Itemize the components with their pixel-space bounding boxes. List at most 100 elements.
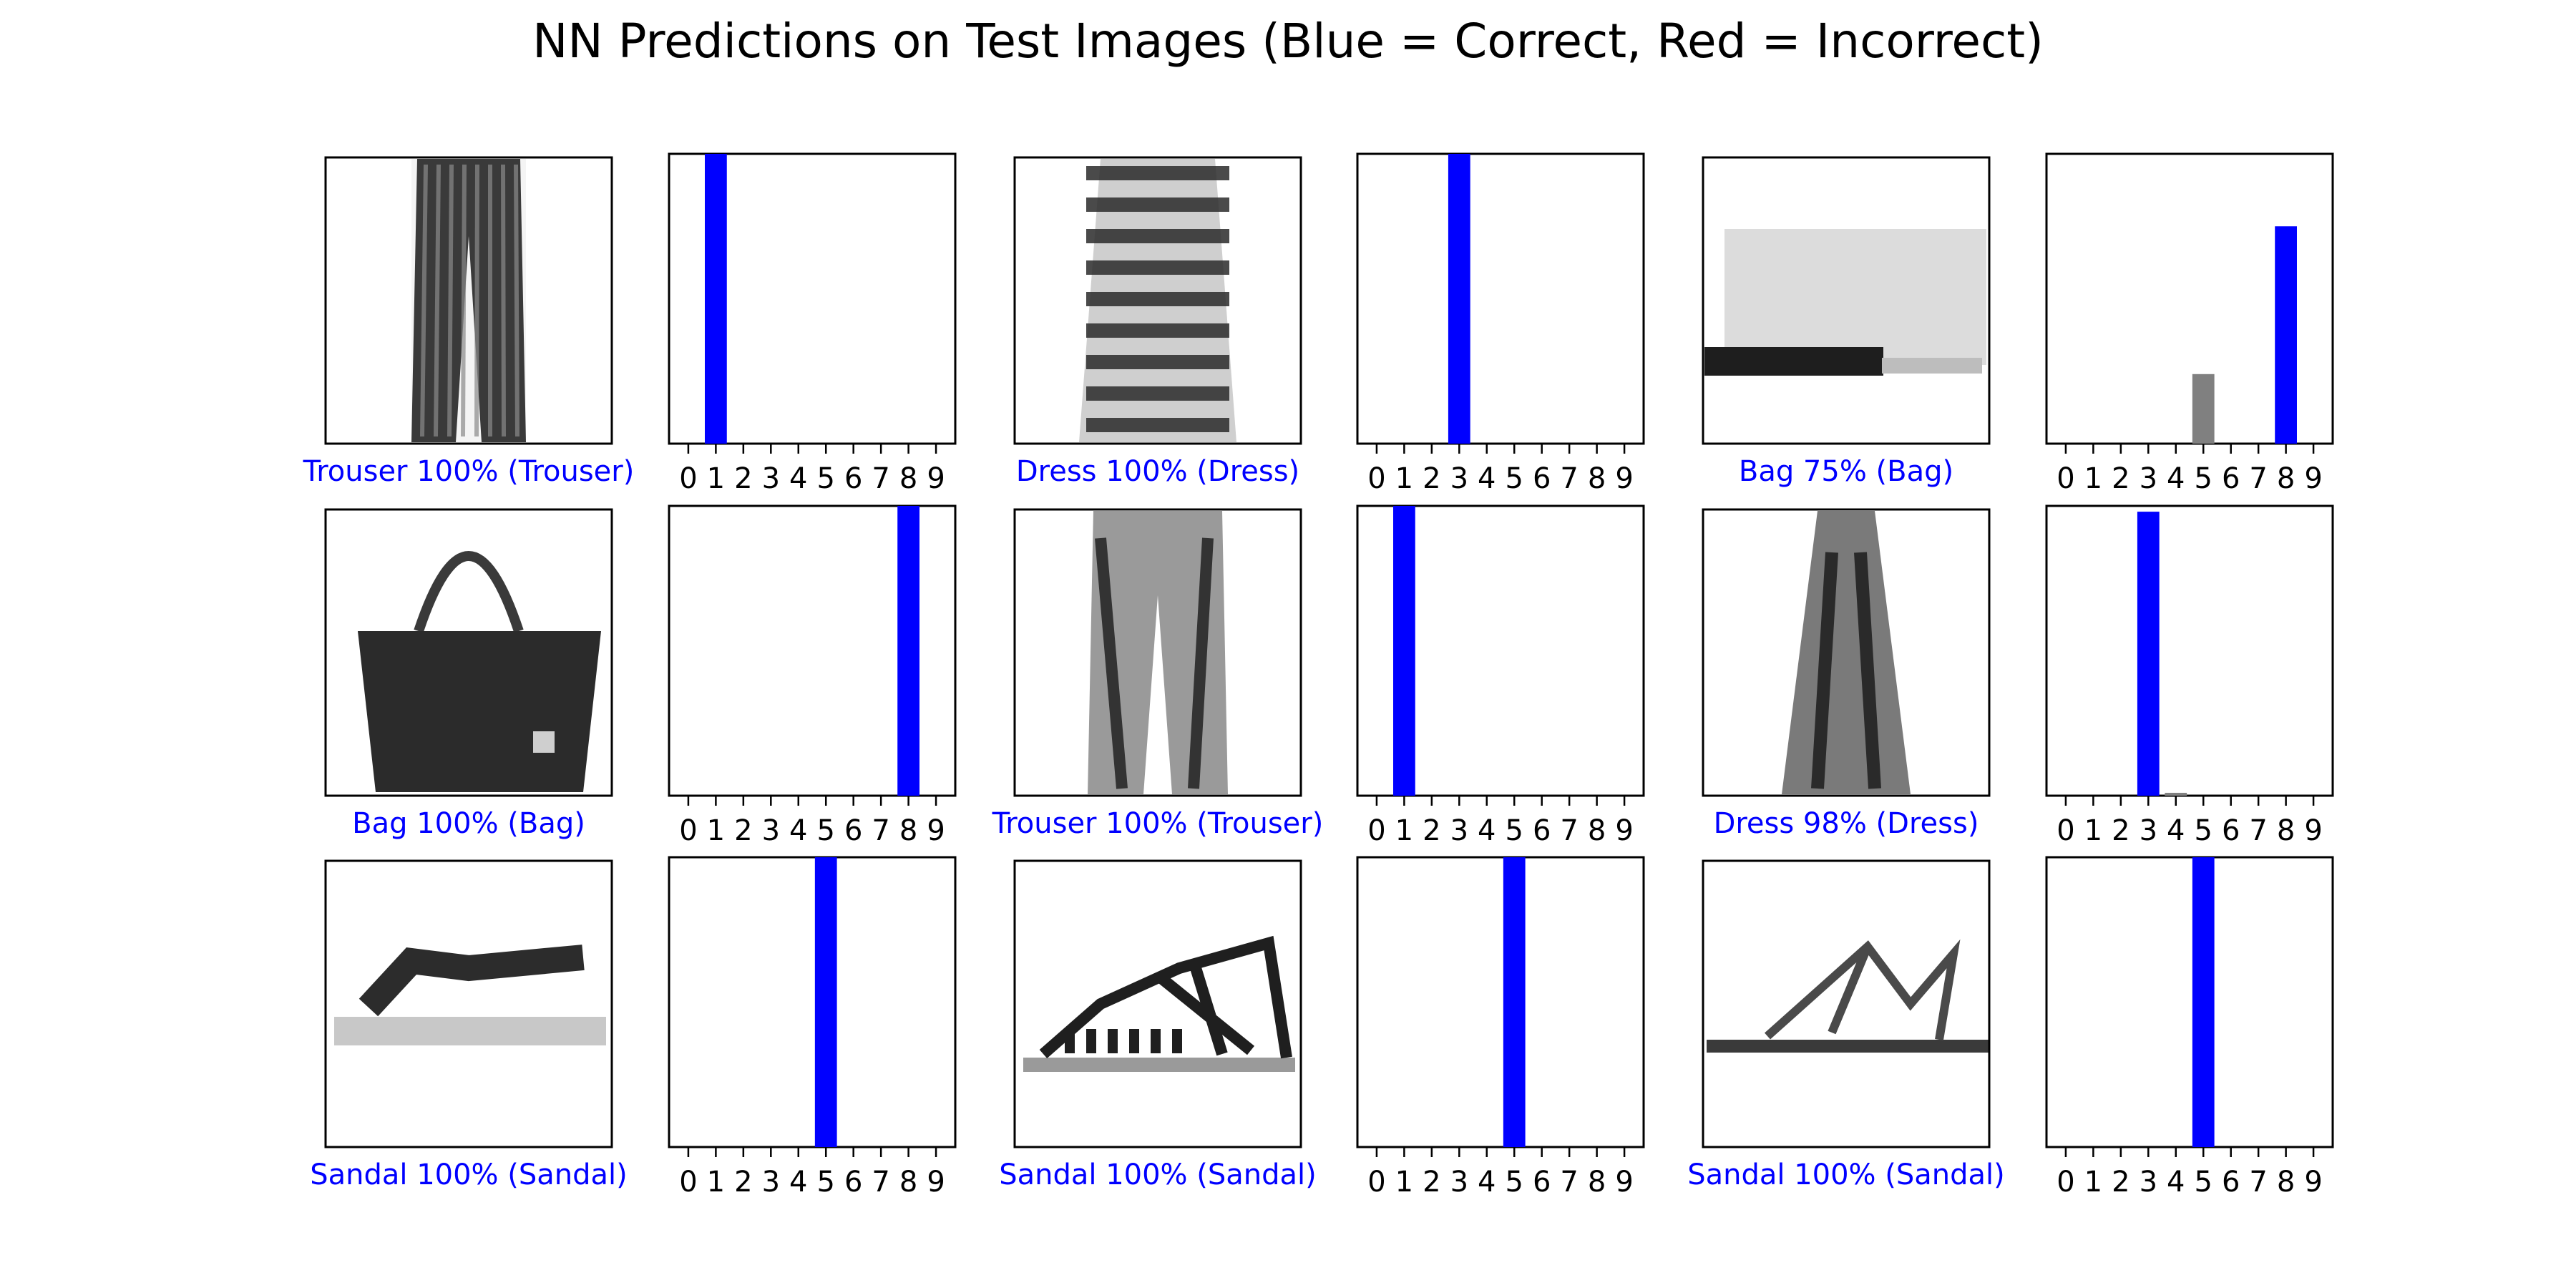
- x-tick-label: 9: [2304, 1166, 2322, 1199]
- x-tick-label: 5: [1506, 462, 1523, 495]
- x-tick-label: 6: [1533, 814, 1551, 847]
- image-frame: [1013, 859, 1302, 1148]
- x-tick-label: 3: [1450, 1166, 1468, 1199]
- x-tick-label: 8: [899, 1166, 917, 1199]
- x-tick-label: 9: [927, 462, 945, 495]
- x-tick-label: 8: [899, 462, 917, 495]
- x-tick-label: 8: [1588, 814, 1606, 847]
- x-tick-label: 2: [1423, 462, 1440, 495]
- image-panel: Dress 98% (Dress): [1702, 508, 1991, 840]
- x-tick-label: 5: [2195, 1166, 2212, 1199]
- x-tick-label: 6: [2222, 1166, 2240, 1199]
- x-tick-label: 5: [817, 814, 835, 847]
- x-tick-label: 1: [1395, 462, 1413, 495]
- clothing-image: [1704, 229, 1986, 376]
- probability-bar: [897, 506, 919, 796]
- x-tick-label: 1: [707, 462, 725, 495]
- clothing-image: [334, 945, 606, 1045]
- clothing-image: [1079, 159, 1236, 442]
- figure-title: NN Predictions on Test Images (Blue = Co…: [532, 14, 2044, 69]
- x-tick-label: 3: [1450, 814, 1468, 847]
- image-frame: [1702, 859, 1991, 1148]
- clothing-image: [1023, 935, 1295, 1072]
- x-tick-label: 7: [1560, 462, 1578, 495]
- x-tick-label: 0: [2057, 462, 2074, 495]
- prediction-caption: Trouser 100% (Trouser): [303, 455, 635, 488]
- x-tick-label: 6: [844, 1166, 862, 1199]
- probability-bar: [2275, 226, 2297, 444]
- x-tick-label: 6: [1533, 462, 1551, 495]
- x-tick-label: 8: [899, 814, 917, 847]
- prediction-caption: Sandal 100% (Sandal): [310, 1158, 628, 1191]
- x-tick-label: 3: [1450, 462, 1468, 495]
- clothing-image: [1088, 511, 1228, 794]
- x-tick-label: 5: [1506, 1166, 1523, 1199]
- x-tick-label: 8: [1588, 462, 1606, 495]
- x-tick-label: 7: [872, 1166, 889, 1199]
- probability-bar: [1393, 506, 1415, 796]
- image-panel: Bag 100% (Bag): [324, 508, 613, 840]
- x-tick-label: 0: [1367, 462, 1385, 495]
- image-frame: [1702, 156, 1991, 445]
- bar-axes-frame: [2045, 504, 2334, 797]
- x-tick-label: 6: [844, 462, 862, 495]
- x-tick-label: 3: [2140, 814, 2157, 847]
- x-tick-label: 5: [2195, 814, 2212, 847]
- x-tick-label: 2: [1423, 814, 1440, 847]
- x-tick-label: 5: [2195, 462, 2212, 495]
- x-tick-label: 3: [2140, 462, 2157, 495]
- x-tick-label: 7: [2249, 814, 2267, 847]
- panels-grid: Trouser 100% (Trouser) 0 1 2 3 4 5 6 7 8 9 Dress 10…: [303, 152, 2334, 1199]
- x-tick-label: 9: [1615, 462, 1633, 495]
- x-tick-label: 0: [679, 1166, 697, 1199]
- x-tick-label: 9: [1615, 814, 1633, 847]
- x-tick-label: 4: [1478, 1166, 1496, 1199]
- x-tick-label: 4: [2167, 462, 2185, 495]
- x-tick-label: 3: [762, 814, 780, 847]
- x-tick-label: 6: [2222, 814, 2240, 847]
- image-frame: [324, 156, 613, 445]
- prediction-caption: Sandal 100% (Sandal): [999, 1158, 1317, 1191]
- x-tick-label: 1: [707, 1166, 725, 1199]
- x-tick-label: 1: [2084, 1166, 2102, 1199]
- x-tick-label: 2: [2112, 462, 2129, 495]
- prediction-caption: Trouser 100% (Trouser): [992, 807, 1324, 840]
- clothing-image: [358, 551, 601, 792]
- x-tick-label: 2: [734, 814, 752, 847]
- x-tick-label: 0: [2057, 814, 2074, 847]
- x-tick-label: 4: [789, 462, 807, 495]
- image-frame: [1013, 156, 1302, 445]
- probability-bar: [2137, 512, 2160, 796]
- x-tick-label: 9: [1615, 1166, 1633, 1199]
- x-tick-label: 8: [1588, 1166, 1606, 1199]
- x-tick-label: 9: [927, 814, 945, 847]
- image-panel: Bag 75% (Bag): [1702, 156, 1991, 488]
- x-tick-label: 6: [2222, 462, 2240, 495]
- prediction-caption: Dress 98% (Dress): [1714, 807, 1979, 840]
- probability-bar: [1448, 154, 1470, 444]
- probability-bar: [2192, 857, 2215, 1147]
- x-tick-label: 5: [817, 1166, 835, 1199]
- x-tick-label: 9: [2304, 814, 2322, 847]
- x-tick-label: 6: [844, 814, 862, 847]
- x-tick-label: 4: [789, 1166, 807, 1199]
- x-tick-label: 8: [2277, 1166, 2295, 1199]
- x-tick-label: 0: [1367, 1166, 1385, 1199]
- image-panel: Dress 100% (Dress): [1013, 156, 1302, 488]
- x-tick-label: 1: [2084, 462, 2102, 495]
- prediction-caption: Dress 100% (Dress): [1016, 455, 1299, 488]
- x-tick-label: 7: [872, 814, 889, 847]
- image-panel: Sandal 100% (Sandal): [999, 859, 1317, 1191]
- x-tick-label: 0: [2057, 1166, 2074, 1199]
- x-tick-label: 2: [1423, 1166, 1440, 1199]
- x-tick-label: 1: [2084, 814, 2102, 847]
- x-tick-label: 7: [1560, 814, 1578, 847]
- bar-axes-frame: [1356, 152, 1645, 445]
